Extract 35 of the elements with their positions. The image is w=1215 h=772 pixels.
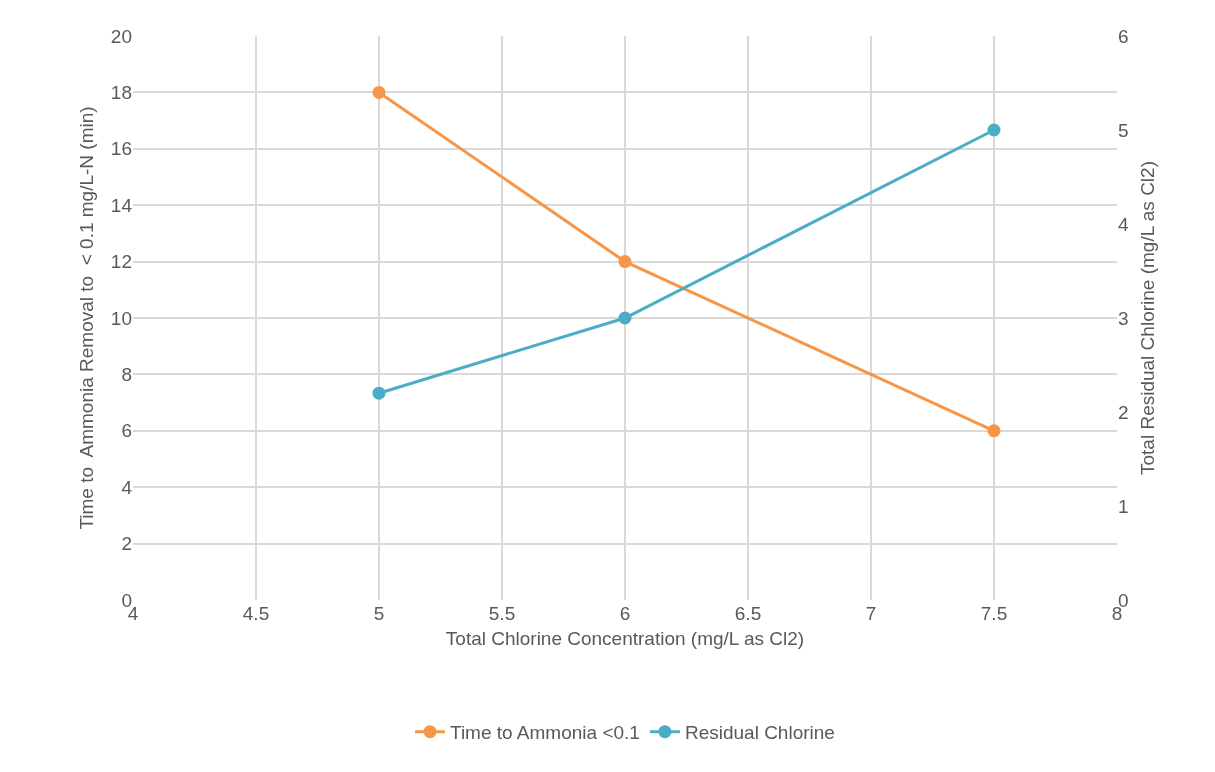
y-tick-label: 14 bbox=[110, 194, 133, 216]
y-tick-label: 6 bbox=[121, 420, 132, 442]
y2-tick-label: 4 bbox=[1118, 213, 1129, 235]
x-tick-label: 5 bbox=[373, 603, 385, 624]
x-tick-label: 7.5 bbox=[980, 603, 1008, 624]
y2-tick-label: 1 bbox=[1118, 495, 1129, 517]
point bbox=[372, 386, 386, 400]
y2-tick-label: 2 bbox=[1118, 401, 1129, 423]
y2-tick-label: 3 bbox=[1118, 307, 1129, 329]
y-axis-title: Time to Ammonia Removal to < 0.1 mg/L-N (min) bbox=[75, 106, 97, 530]
y-tick-label: 4 bbox=[121, 476, 133, 498]
y2-axis-title: Total Residual Chlorine (mg/L as Cl2) bbox=[1136, 161, 1158, 475]
point bbox=[987, 123, 1001, 137]
y2-tick-label: 5 bbox=[1118, 119, 1129, 141]
x-tick-label: 5.5 bbox=[488, 603, 516, 624]
x-tick-label: 7 bbox=[865, 603, 877, 624]
x-tick-label: 6.5 bbox=[734, 603, 762, 624]
y-tick-label: 10 bbox=[110, 307, 132, 329]
legend-label: Residual Chlorine bbox=[684, 722, 835, 744]
y-tick-label: 20 bbox=[110, 25, 132, 47]
x-axis-title: Total Chlorine Concentration (mg/L as Cl2) bbox=[445, 627, 805, 649]
x-tick-label: 6 bbox=[619, 603, 631, 624]
point bbox=[372, 85, 386, 99]
y-tick-label: 12 bbox=[110, 251, 132, 273]
point bbox=[618, 311, 632, 325]
y2-tick-label: 6 bbox=[1118, 25, 1129, 47]
legend-label: Time to Ammonia <0.1 bbox=[450, 722, 640, 744]
point bbox=[987, 424, 1001, 438]
y-tick-label: 0 bbox=[121, 589, 132, 611]
y-tick-label: 2 bbox=[121, 533, 132, 555]
y-tick-label: 18 bbox=[110, 82, 132, 104]
y-tick-label: 8 bbox=[121, 364, 132, 386]
y-tick-label: 16 bbox=[110, 138, 132, 160]
x-tick-label: 4.5 bbox=[242, 603, 270, 624]
point bbox=[618, 255, 632, 269]
